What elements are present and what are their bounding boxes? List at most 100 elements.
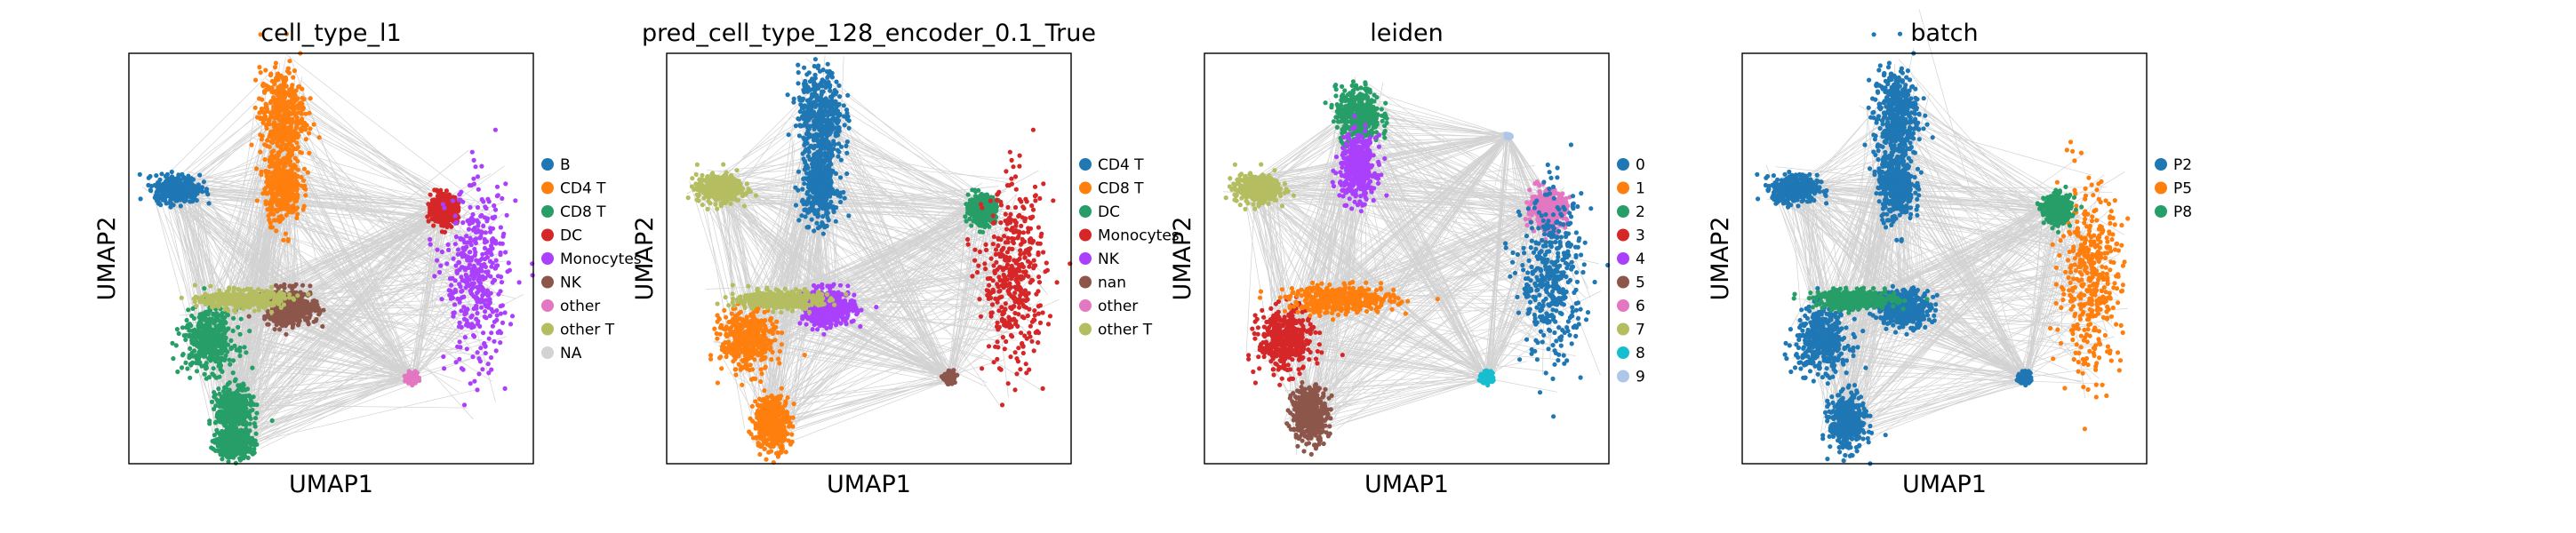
data-point — [295, 167, 300, 172]
edge-line — [181, 195, 290, 300]
edge-line — [284, 86, 439, 197]
data-point — [254, 198, 260, 203]
edge-line — [230, 376, 415, 451]
data-point — [268, 225, 273, 230]
data-point — [212, 319, 218, 324]
data-point — [483, 275, 488, 281]
edge-line — [251, 377, 402, 421]
edge-line — [239, 311, 484, 408]
edge-line — [245, 330, 478, 412]
edge-line — [252, 303, 472, 442]
data-point — [197, 346, 203, 351]
data-point — [204, 366, 209, 371]
edge-line — [280, 188, 447, 214]
edge-line — [186, 207, 454, 332]
edge-line — [301, 211, 443, 301]
data-point — [205, 192, 211, 197]
data-point — [483, 257, 488, 262]
data-point — [284, 160, 289, 165]
data-point — [300, 207, 306, 212]
data-point — [490, 226, 496, 231]
edge-line — [156, 64, 279, 185]
data-point — [293, 282, 299, 287]
data-point — [284, 91, 289, 97]
data-point — [498, 330, 504, 336]
data-point — [471, 281, 476, 286]
edge-line — [297, 122, 412, 383]
data-point — [478, 234, 484, 239]
data-point — [249, 142, 254, 147]
data-point — [252, 442, 258, 448]
edge-line — [272, 99, 455, 199]
edge-line — [411, 208, 447, 376]
edge-line — [272, 191, 457, 361]
data-point — [490, 215, 495, 220]
data-point — [230, 370, 236, 376]
data-point — [268, 220, 273, 226]
edge-line — [259, 379, 418, 425]
data-point — [493, 241, 499, 246]
edge-line — [302, 203, 444, 280]
edge-line — [273, 280, 495, 292]
data-point — [154, 173, 159, 179]
data-point — [461, 316, 468, 322]
data-point — [458, 197, 463, 203]
edge-line — [188, 189, 260, 297]
data-point — [172, 191, 178, 196]
data-point — [202, 371, 207, 377]
data-point — [148, 173, 153, 179]
data-point — [219, 327, 224, 333]
edge-line — [179, 190, 220, 397]
edge-line — [294, 159, 412, 375]
data-point — [271, 161, 277, 167]
edge-line — [287, 322, 412, 378]
data-point — [229, 345, 235, 351]
edge-line — [218, 214, 452, 291]
edge-line — [289, 218, 452, 302]
data-point — [285, 187, 291, 192]
edge-line — [412, 202, 444, 378]
data-point — [201, 327, 206, 332]
data-point — [471, 157, 476, 163]
data-point — [290, 318, 295, 324]
edge-line — [206, 348, 468, 355]
edge-line — [308, 309, 412, 378]
edge-line — [220, 207, 497, 449]
edge-line — [232, 253, 469, 449]
data-point — [481, 223, 486, 228]
data-point — [488, 243, 494, 249]
data-point — [215, 352, 220, 357]
data-point — [276, 159, 282, 164]
data-point — [245, 430, 251, 435]
edge-line — [176, 184, 444, 219]
data-point — [476, 223, 481, 228]
data-point — [503, 250, 508, 255]
edge-line — [292, 214, 441, 307]
edge-line — [234, 378, 412, 404]
data-point — [219, 350, 225, 356]
data-point — [307, 131, 312, 136]
edge-line — [210, 308, 413, 378]
data-point — [509, 314, 516, 319]
data-point — [190, 339, 196, 345]
data-point — [482, 340, 487, 346]
edge-line — [223, 209, 441, 442]
edge-line — [268, 221, 413, 384]
data-point — [302, 298, 308, 305]
data-point — [233, 377, 238, 382]
data-point — [276, 138, 282, 143]
data-point — [470, 332, 476, 338]
data-point — [431, 217, 436, 222]
data-point — [171, 196, 176, 202]
edge-line — [281, 210, 443, 221]
data-point — [286, 100, 292, 106]
edge-line — [277, 178, 480, 274]
data-point — [228, 411, 233, 417]
data-point — [197, 361, 203, 366]
edge-line — [295, 207, 450, 310]
edge-line — [221, 211, 447, 411]
data-point — [294, 140, 300, 146]
edge-line — [177, 189, 283, 302]
data-point — [259, 171, 264, 178]
